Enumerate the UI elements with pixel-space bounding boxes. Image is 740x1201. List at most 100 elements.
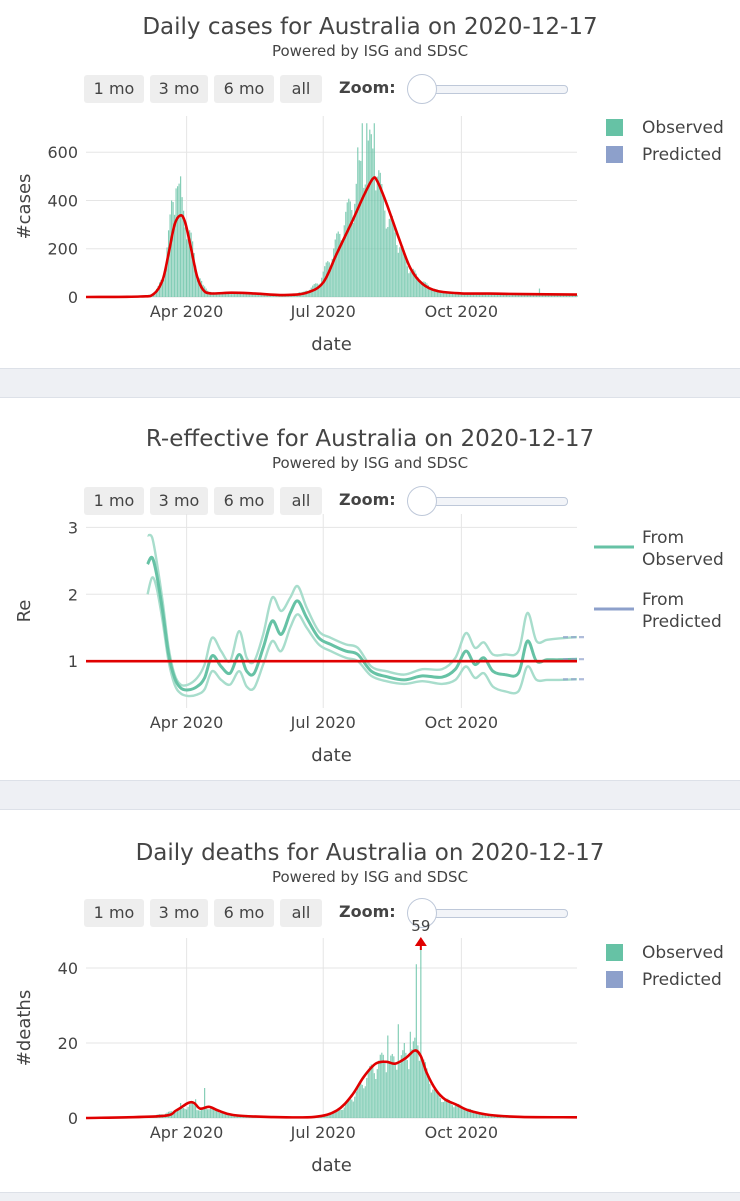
range-3mo-button[interactable]: 3 mo bbox=[150, 75, 208, 103]
range-all-button[interactable]: all bbox=[280, 487, 322, 515]
cases-bar bbox=[309, 289, 311, 297]
deaths-bar bbox=[421, 1061, 423, 1118]
cases-bar bbox=[241, 294, 243, 297]
panel-divider bbox=[0, 368, 740, 398]
deaths-bar bbox=[181, 1107, 183, 1118]
deaths-y-axis-label: #deaths bbox=[14, 990, 35, 1066]
deaths-bar bbox=[330, 1114, 332, 1118]
cases-bar bbox=[192, 241, 194, 297]
deaths-chart-title: Daily deaths for Australia on 2020-12-17 bbox=[135, 840, 605, 866]
cases-bar bbox=[444, 292, 446, 297]
deaths-bar bbox=[438, 1094, 440, 1118]
cases-bar bbox=[516, 294, 518, 297]
range-6mo-button[interactable]: 6 mo bbox=[214, 75, 274, 103]
cases-bar bbox=[355, 183, 357, 297]
reffective-x-axis-label: date bbox=[311, 745, 352, 766]
deaths-legend-swatch-1 bbox=[606, 971, 623, 988]
cases-bar bbox=[237, 292, 239, 297]
deaths-x-tick-label: Jul 2020 bbox=[290, 1123, 356, 1142]
deaths-bar bbox=[339, 1109, 341, 1118]
cases-bar bbox=[454, 293, 456, 297]
deaths-bar bbox=[384, 1062, 386, 1118]
deaths-y-tick-label: 0 bbox=[68, 1109, 78, 1128]
deaths-bar bbox=[483, 1114, 485, 1118]
reffective-chart-subtitle: Powered by ISG and SDSC bbox=[271, 454, 469, 472]
cases-bar bbox=[339, 233, 341, 297]
cases-bar bbox=[430, 289, 432, 297]
deaths-bar bbox=[481, 1113, 484, 1118]
zoom-slider-handle[interactable] bbox=[407, 486, 437, 516]
reffective-re-observed-line bbox=[146, 555, 578, 692]
cases-bar bbox=[564, 295, 566, 297]
cases-bar bbox=[247, 293, 249, 297]
cases-bar bbox=[565, 294, 568, 297]
reffective-panel: R-effective for Australia on 2020-12-17 … bbox=[0, 398, 740, 780]
range-1mo-button[interactable]: 1 mo bbox=[84, 75, 144, 103]
cases-bar bbox=[187, 232, 189, 297]
reffective-chart-title: R-effective for Australia on 2020-12-17 bbox=[145, 426, 595, 452]
deaths-bar bbox=[442, 1102, 444, 1118]
deaths-bar bbox=[228, 1113, 230, 1118]
range-all-button[interactable]: all bbox=[280, 899, 322, 927]
zoom-label: Zoom: bbox=[339, 78, 396, 97]
deaths-bar bbox=[202, 1108, 204, 1118]
reffective-y-axis-label: Re bbox=[14, 600, 35, 623]
deaths-bar bbox=[487, 1115, 490, 1118]
deaths-bar bbox=[370, 1064, 372, 1118]
deaths-bar bbox=[412, 1041, 414, 1118]
deaths-bar bbox=[460, 1105, 462, 1118]
cases-bar bbox=[328, 262, 330, 297]
deaths-bar bbox=[463, 1110, 465, 1118]
cases-bar bbox=[406, 266, 408, 297]
deaths-bar bbox=[358, 1084, 360, 1118]
cases-bar bbox=[405, 257, 407, 297]
cases-bar bbox=[169, 214, 171, 297]
deaths-bar bbox=[381, 1052, 383, 1118]
cases-bar bbox=[466, 293, 468, 297]
cases-bar bbox=[450, 293, 452, 297]
cases-bar bbox=[176, 186, 179, 297]
range-3mo-button[interactable]: 3 mo bbox=[150, 487, 208, 515]
cases-bar bbox=[397, 252, 399, 297]
deaths-bar bbox=[342, 1109, 344, 1118]
cases-bar bbox=[261, 294, 263, 297]
deaths-bar bbox=[493, 1116, 496, 1118]
cases-bar bbox=[441, 292, 443, 297]
deaths-bar bbox=[495, 1116, 497, 1118]
cases-bar bbox=[243, 293, 245, 297]
deaths-bar bbox=[474, 1112, 476, 1118]
deaths-bar bbox=[498, 1116, 500, 1118]
deaths-bar bbox=[219, 1112, 221, 1118]
range-1mo-button[interactable]: 1 mo bbox=[84, 487, 144, 515]
zoom-slider-handle[interactable] bbox=[407, 74, 437, 104]
range-1mo-button[interactable]: 1 mo bbox=[84, 899, 144, 927]
range-3mo-button[interactable]: 3 mo bbox=[150, 899, 208, 927]
range-6mo-button[interactable]: 6 mo bbox=[214, 899, 274, 927]
cases-bar bbox=[456, 293, 458, 297]
cases-bar bbox=[161, 279, 164, 297]
deaths-legend-label-0: Observed bbox=[642, 943, 724, 963]
cases-x-tick-label: Jul 2020 bbox=[290, 302, 356, 321]
cases-bar bbox=[484, 294, 487, 297]
deaths-bar bbox=[465, 1109, 467, 1118]
deaths-bar bbox=[436, 1092, 438, 1118]
cases-bar bbox=[198, 277, 200, 297]
deaths-bar bbox=[355, 1091, 357, 1118]
deaths-bar bbox=[480, 1112, 482, 1118]
cases-bar bbox=[232, 293, 234, 297]
zoom-slider-handle[interactable] bbox=[407, 898, 437, 928]
cases-bar bbox=[178, 183, 180, 297]
cases-bar bbox=[498, 294, 500, 297]
range-all-button[interactable]: all bbox=[280, 75, 322, 103]
cases-bar bbox=[351, 210, 353, 297]
deaths-bar bbox=[496, 1116, 499, 1118]
cases-bar bbox=[319, 283, 321, 297]
range-6mo-button[interactable]: 6 mo bbox=[214, 487, 274, 515]
deaths-bar bbox=[397, 1024, 399, 1118]
deaths-bar bbox=[469, 1108, 471, 1118]
cases-bar bbox=[418, 281, 420, 297]
cases-smoothed-line bbox=[85, 176, 578, 299]
deaths-bar bbox=[454, 1105, 456, 1118]
cases-bar bbox=[435, 289, 437, 297]
cases-bar bbox=[529, 294, 532, 297]
